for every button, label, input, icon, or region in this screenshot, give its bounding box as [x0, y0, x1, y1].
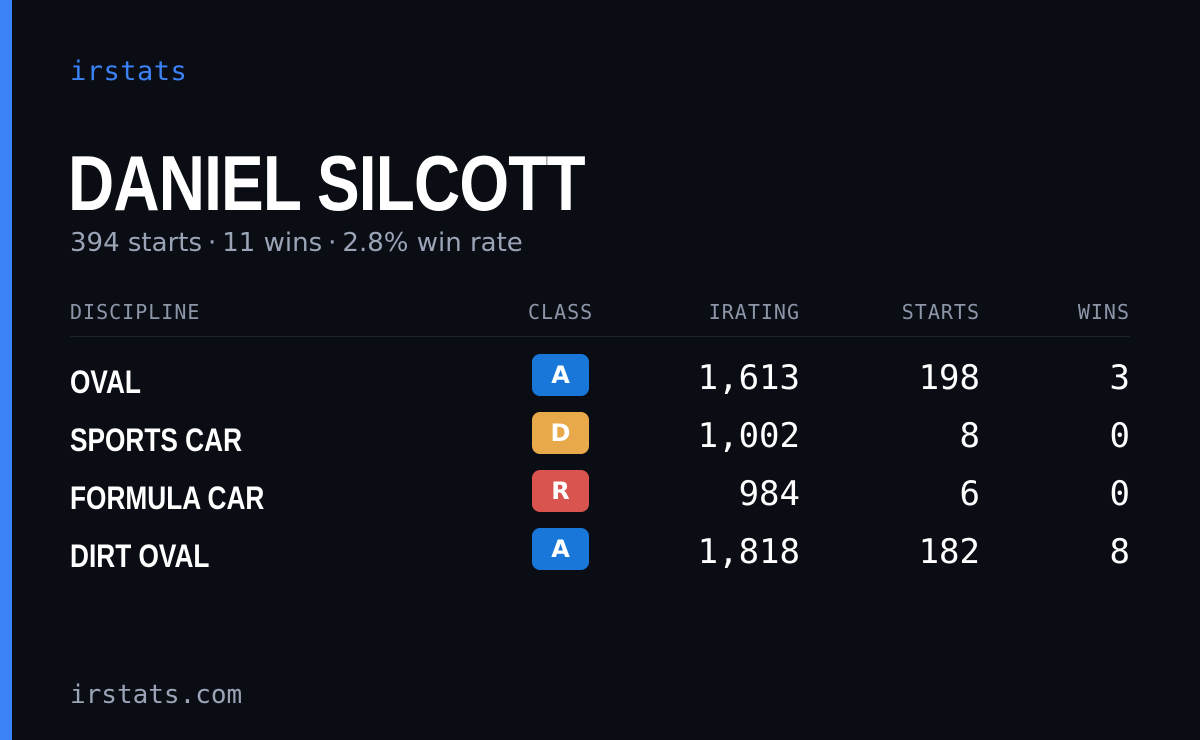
header-starts: STARTS — [901, 300, 980, 324]
header-class: CLASS — [528, 300, 594, 324]
table-row: DIRT OVAL A 1,818 182 8 — [70, 528, 1130, 586]
driver-summary: 394 starts · 11 wins · 2.8% win rate — [70, 228, 523, 258]
brand-logo-text: irstats — [70, 56, 188, 87]
driver-name: DANIEL SILCOTT — [68, 139, 586, 227]
wins-value: 0 — [1109, 474, 1130, 514]
footer-url: irstats.com — [70, 680, 243, 710]
header-discipline: DISCIPLINE — [70, 300, 201, 324]
irating-value: 1,613 — [697, 358, 800, 398]
winrate-summary: 2.8% win rate — [342, 228, 523, 258]
table-row: SPORTS CAR D 1,002 8 0 — [70, 412, 1130, 470]
irating-value: 984 — [738, 474, 800, 514]
discipline-name: DIRT OVAL — [70, 538, 210, 574]
table-row: FORMULA CAR R 984 6 0 — [70, 470, 1130, 528]
starts-value: 8 — [959, 416, 980, 456]
class-badge: D — [532, 412, 589, 454]
irating-value: 1,818 — [697, 532, 800, 572]
wins-value: 8 — [1109, 532, 1130, 572]
starts-value: 198 — [918, 358, 980, 398]
table-row: OVAL A 1,613 198 3 — [70, 354, 1130, 412]
discipline-name: SPORTS CAR — [70, 422, 243, 458]
class-badge: R — [532, 470, 589, 512]
starts-value: 182 — [918, 532, 980, 572]
table-header: DISCIPLINE CLASS IRATING STARTS WINS — [70, 298, 1130, 337]
discipline-name: OVAL — [70, 364, 141, 400]
wins-value: 3 — [1109, 358, 1130, 398]
summary-separator: · — [208, 228, 217, 258]
accent-bar — [0, 0, 12, 740]
starts-summary: 394 starts — [70, 228, 202, 258]
wins-summary: 11 wins — [222, 228, 323, 258]
irating-value: 1,002 — [697, 416, 800, 456]
header-wins: WINS — [1077, 300, 1130, 324]
table-body: OVAL A 1,613 198 3 SPORTS CAR D 1,002 8 … — [70, 354, 1130, 586]
class-badge: A — [532, 528, 589, 570]
discipline-name: FORMULA CAR — [70, 480, 265, 516]
summary-separator: · — [328, 228, 337, 258]
stats-table: DISCIPLINE CLASS IRATING STARTS WINS OVA… — [70, 298, 1130, 574]
starts-value: 6 — [959, 474, 980, 514]
class-badge: A — [532, 354, 589, 396]
header-irating: IRATING — [708, 300, 800, 324]
wins-value: 0 — [1109, 416, 1130, 456]
